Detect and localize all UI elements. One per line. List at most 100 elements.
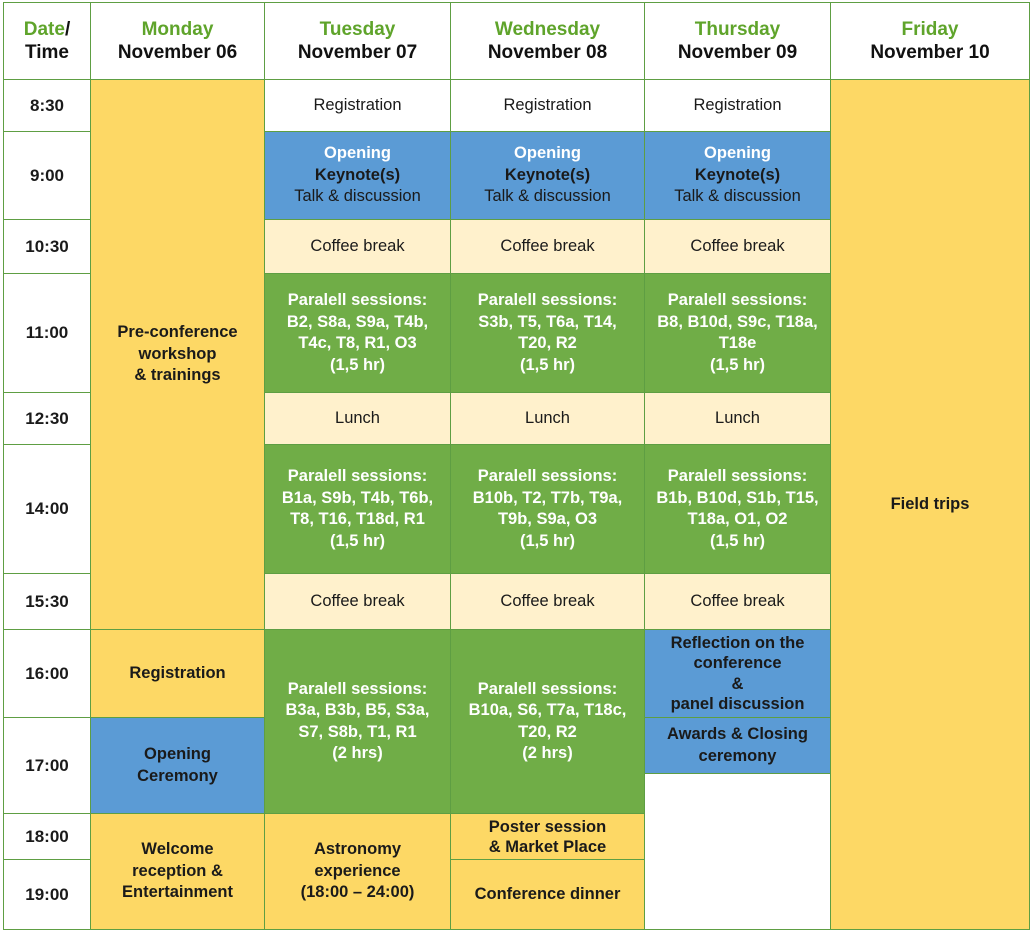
thursday-awards-closing: Awards & Closing ceremony: [644, 717, 831, 774]
event-line: Entertainment: [122, 883, 233, 902]
event-line: Talk & discussion: [294, 187, 421, 206]
event-line: Lunch: [715, 408, 760, 427]
event-line: Lunch: [335, 408, 380, 427]
event-line: B1b, B10d, S1b, T15,: [656, 488, 819, 507]
event-line: (2 hrs): [522, 744, 573, 762]
event-line: (18:00 – 24:00): [300, 883, 415, 902]
wednesday-coffee-break-afternoon: Coffee break: [450, 573, 645, 630]
event-line: T18e: [718, 334, 757, 352]
event-line: Poster session: [488, 817, 607, 836]
event-line: Astronomy: [313, 840, 402, 859]
tuesday-parallel-sessions-late: Paralell sessions: B3a, B3b, B5, S3a, S7…: [264, 629, 451, 814]
event-line: Registration: [129, 663, 226, 682]
header-day-wednesday: Wednesday November 08: [450, 2, 645, 80]
day-name: Friday: [901, 19, 959, 40]
wednesday-conference-dinner: Conference dinner: [450, 859, 645, 930]
event-line: (2 hrs): [332, 744, 383, 762]
day-date: November 09: [677, 42, 798, 63]
time-slot: 12:30: [3, 392, 91, 445]
event-line: Coffee break: [310, 591, 405, 610]
event-line: Paralell sessions:: [667, 291, 808, 309]
event-line: Keynote(s): [504, 165, 591, 184]
header-day-thursday: Thursday November 09: [644, 2, 831, 80]
event-line: Registration: [313, 95, 402, 114]
event-line: Lunch: [525, 408, 570, 427]
header-day-friday: Friday November 10: [830, 2, 1030, 80]
event-line: Coffee break: [500, 591, 595, 610]
event-line: S7, S8b, T1, R1: [298, 722, 417, 741]
time-slot: 9:00: [3, 131, 91, 220]
event-line: Awards & Closing: [667, 725, 808, 743]
event-line: Field trips: [890, 494, 970, 513]
thursday-empty-evening: [644, 773, 831, 930]
event-line: T4c, T8, R1, O3: [298, 334, 417, 352]
event-line: B8, B10d, S9c, T18a,: [657, 312, 818, 331]
monday-opening-ceremony: Opening Ceremony: [90, 717, 265, 814]
event-line: Paralell sessions:: [667, 467, 808, 485]
wednesday-parallel-sessions-morning: Paralell sessions: S3b, T5, T6a, T14, T2…: [450, 273, 645, 393]
event-line: Coffee break: [310, 236, 405, 255]
event-line: experience: [314, 861, 401, 880]
event-line: workshop: [138, 344, 217, 363]
wednesday-coffee-break-morning: Coffee break: [450, 219, 645, 274]
thursday-parallel-sessions-morning: Paralell sessions: B8, B10d, S9c, T18a, …: [644, 273, 831, 393]
day-name: Monday: [141, 19, 214, 40]
thursday-opening-keynote: Opening Keynote(s) Talk & discussion: [644, 131, 831, 220]
tuesday-parallel-sessions-afternoon: Paralell sessions: B1a, S9b, T4b, T6b, T…: [264, 444, 451, 574]
tuesday-parallel-sessions-morning: Paralell sessions: B2, S8a, S9a, T4b, T4…: [264, 273, 451, 393]
event-line: ceremony: [698, 746, 777, 765]
day-date: November 10: [870, 42, 990, 63]
event-line: (1,5 hr): [709, 355, 765, 374]
event-line: Talk & discussion: [674, 187, 801, 206]
event-line: Talk & discussion: [484, 187, 611, 206]
event-line: T8, T16, T18d, R1: [290, 510, 425, 528]
event-line: (1,5 hr): [519, 355, 575, 374]
event-line: S3b, T5, T6a, T14,: [478, 312, 617, 331]
wednesday-registration: Registration: [450, 79, 645, 132]
header-date-label: Date: [23, 19, 65, 40]
event-line: & Market Place: [488, 837, 607, 856]
event-line: panel discussion: [670, 695, 805, 713]
day-name: Wednesday: [494, 19, 601, 40]
event-line: Keynote(s): [694, 165, 781, 184]
time-slot: 18:00: [3, 813, 91, 860]
event-line: Paralell sessions:: [477, 679, 618, 698]
header-slash: /: [64, 19, 71, 40]
thursday-coffee-break-afternoon: Coffee break: [644, 573, 831, 630]
event-line: Registration: [503, 95, 592, 114]
thursday-reflection-panel: Reflection on the conference & panel dis…: [644, 629, 831, 718]
event-line: Opening: [704, 144, 771, 163]
day-date: November 08: [487, 42, 608, 63]
day-date: November 06: [117, 42, 238, 63]
event-line: Paralell sessions:: [477, 291, 618, 309]
time-slot: 15:30: [3, 573, 91, 630]
day-date: November 07: [297, 42, 418, 63]
wednesday-lunch: Lunch: [450, 392, 645, 445]
wednesday-opening-keynote: Opening Keynote(s) Talk & discussion: [450, 131, 645, 220]
event-line: B2, S8a, S9a, T4b,: [286, 312, 429, 331]
event-line: (1,5 hr): [519, 531, 575, 550]
day-name: Tuesday: [319, 19, 396, 40]
event-line: Opening: [144, 745, 211, 763]
event-line: B10b, T2, T7b, T9a,: [472, 488, 623, 507]
time-slot: 11:00: [3, 273, 91, 393]
event-line: (1,5 hr): [329, 531, 385, 550]
time-slot: 8:30: [3, 79, 91, 132]
event-line: T18a, O1, O2: [687, 510, 788, 528]
header-corner: Date/ Time: [3, 2, 91, 80]
thursday-registration: Registration: [644, 79, 831, 132]
event-line: reception &: [132, 861, 223, 880]
thursday-lunch: Lunch: [644, 392, 831, 445]
event-line: Coffee break: [690, 591, 785, 610]
event-line: (1,5 hr): [329, 355, 385, 374]
wednesday-poster-session: Poster session & Market Place: [450, 813, 645, 860]
event-line: Coffee break: [690, 236, 785, 255]
header-time-label: Time: [24, 42, 69, 63]
thursday-parallel-sessions-afternoon: Paralell sessions: B1b, B10d, S1b, T15, …: [644, 444, 831, 574]
event-line: B10a, S6, T7a, T18c,: [468, 701, 627, 719]
event-line: Coffee break: [500, 236, 595, 255]
event-line: T20, R2: [518, 334, 577, 352]
time-slot: 16:00: [3, 629, 91, 718]
event-line: Paralell sessions:: [287, 467, 428, 485]
